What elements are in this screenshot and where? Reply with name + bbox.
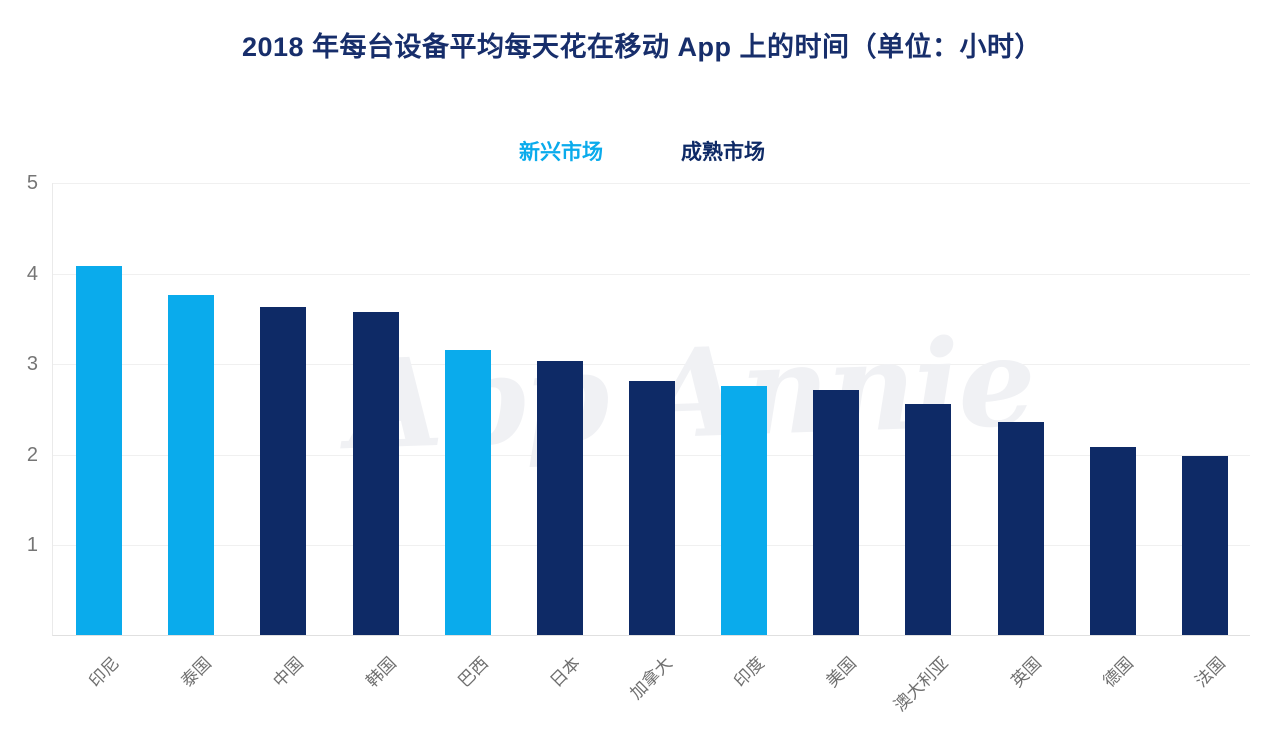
x-axis-label-泰国: 泰国 [177, 653, 216, 692]
bar-德国 [1089, 447, 1136, 635]
x-axis-label-法国: 法国 [1191, 653, 1229, 692]
x-axis-label-澳大利亚: 澳大利亚 [890, 653, 953, 716]
bar-印尼 [76, 266, 123, 635]
x-axis-label-印度: 印度 [730, 653, 769, 692]
bar-英国 [997, 422, 1044, 635]
gridline-3 [53, 364, 1250, 366]
legend-item-emerging-markets: 新兴市场 [519, 141, 603, 164]
bar-印度 [721, 385, 768, 635]
x-axis-label-中国: 中国 [269, 653, 308, 692]
gridline-5 [53, 183, 1250, 184]
y-tick-label-1: 1 [26, 534, 38, 557]
plot-area: App Annie [52, 183, 1250, 636]
x-axis-label-加拿大: 加拿大 [626, 653, 676, 704]
x-axis-label-德国: 德国 [1099, 653, 1137, 692]
bar-加拿大 [629, 381, 675, 635]
bar-韩国 [352, 311, 399, 635]
x-axis-label-巴西: 巴西 [454, 653, 492, 692]
bar-中国 [260, 307, 307, 635]
chart-title: 2018 年每台设备平均每天花在移动 App 上的时间（单位：小时） [241, 32, 1043, 62]
x-axis-label-韩国: 韩国 [362, 653, 400, 692]
bar-澳大利亚 [905, 403, 952, 635]
y-tick-label-3: 3 [26, 353, 38, 376]
y-tick-label-4: 4 [26, 262, 38, 285]
x-axis-label-印尼: 印尼 [85, 653, 124, 692]
x-axis-label-日本: 日本 [546, 653, 584, 692]
x-axis-label-英国: 英国 [1007, 653, 1045, 692]
bar-日本 [536, 361, 583, 635]
y-tick-label-2: 2 [26, 443, 38, 466]
bar-巴西 [444, 349, 491, 635]
y-tick-label-5: 5 [26, 172, 38, 194]
x-axis-label-美国: 美国 [822, 653, 861, 692]
gridline-4 [53, 273, 1250, 275]
legend: 新兴市场 成熟市场 [0, 136, 1284, 166]
bar-法国 [1181, 455, 1228, 635]
bar-美国 [813, 390, 860, 635]
bar-泰国 [168, 295, 215, 635]
legend-item-mature-markets: 成熟市场 [681, 141, 765, 164]
